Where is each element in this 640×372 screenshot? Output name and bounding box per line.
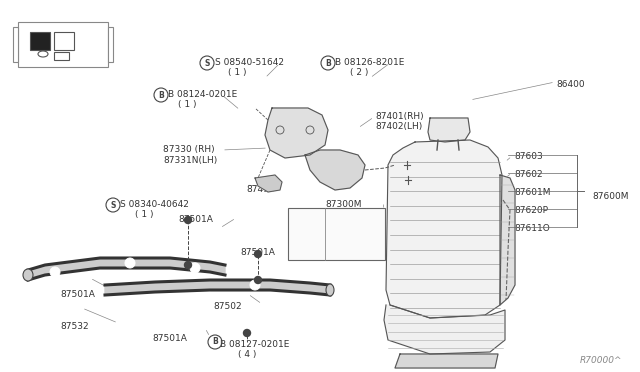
Bar bbox=[54, 52, 69, 60]
Polygon shape bbox=[386, 140, 502, 318]
Text: 87320N: 87320N bbox=[335, 232, 371, 241]
Circle shape bbox=[184, 217, 191, 224]
Text: S: S bbox=[110, 201, 116, 209]
Polygon shape bbox=[395, 354, 498, 368]
Bar bbox=[108, 27, 113, 62]
Polygon shape bbox=[210, 262, 225, 275]
Text: B 08124-0201E: B 08124-0201E bbox=[168, 90, 237, 99]
Text: ( 4 ): ( 4 ) bbox=[238, 350, 257, 359]
Text: ( 1 ): ( 1 ) bbox=[135, 210, 154, 219]
Text: S 08540-51642: S 08540-51642 bbox=[215, 58, 284, 67]
Text: R70000^: R70000^ bbox=[580, 356, 623, 365]
Bar bbox=[288, 208, 385, 260]
Text: 87601M: 87601M bbox=[514, 188, 550, 197]
Polygon shape bbox=[500, 175, 515, 305]
Text: 87331N(LH): 87331N(LH) bbox=[163, 156, 217, 165]
Text: 87300M: 87300M bbox=[325, 200, 362, 209]
Text: 87502: 87502 bbox=[213, 302, 242, 311]
Polygon shape bbox=[305, 150, 365, 190]
Text: B: B bbox=[158, 90, 164, 99]
Circle shape bbox=[250, 280, 260, 290]
Circle shape bbox=[184, 262, 191, 269]
Circle shape bbox=[190, 263, 200, 273]
Text: S 08340-40642: S 08340-40642 bbox=[120, 200, 189, 209]
Text: 87311O: 87311O bbox=[300, 220, 336, 229]
Circle shape bbox=[125, 258, 135, 268]
Circle shape bbox=[50, 267, 60, 277]
Text: B 08126-8201E: B 08126-8201E bbox=[335, 58, 404, 67]
Text: 87611O: 87611O bbox=[514, 224, 550, 233]
Text: 87602: 87602 bbox=[514, 170, 543, 179]
Text: S: S bbox=[204, 58, 210, 67]
Text: 87501A: 87501A bbox=[240, 248, 275, 257]
Text: 87301M: 87301M bbox=[290, 244, 326, 253]
Polygon shape bbox=[170, 258, 210, 272]
Circle shape bbox=[255, 250, 262, 257]
Polygon shape bbox=[105, 282, 155, 295]
Text: 87501A: 87501A bbox=[60, 290, 95, 299]
Text: 87501: 87501 bbox=[100, 258, 129, 267]
Polygon shape bbox=[428, 118, 470, 142]
Circle shape bbox=[255, 276, 262, 283]
Text: 87501A: 87501A bbox=[178, 215, 213, 224]
Polygon shape bbox=[265, 108, 328, 158]
Polygon shape bbox=[270, 280, 310, 293]
Text: 87603: 87603 bbox=[514, 152, 543, 161]
Bar bbox=[13, 27, 18, 62]
Polygon shape bbox=[310, 283, 330, 295]
Text: ( 1 ): ( 1 ) bbox=[228, 68, 246, 77]
Ellipse shape bbox=[23, 269, 33, 281]
Polygon shape bbox=[28, 265, 45, 280]
Text: ( 1 ): ( 1 ) bbox=[178, 100, 196, 109]
Circle shape bbox=[243, 330, 250, 337]
Ellipse shape bbox=[326, 284, 334, 296]
Text: 87620P: 87620P bbox=[514, 206, 548, 215]
Text: B: B bbox=[325, 58, 331, 67]
Polygon shape bbox=[255, 175, 282, 192]
Bar bbox=[30, 32, 50, 50]
Text: 87330 (RH): 87330 (RH) bbox=[163, 145, 214, 154]
Text: 87501A: 87501A bbox=[152, 334, 187, 343]
Bar bbox=[54, 32, 74, 50]
Text: 87401(RH): 87401(RH) bbox=[375, 112, 424, 121]
Polygon shape bbox=[45, 258, 100, 275]
Text: ( 2 ): ( 2 ) bbox=[350, 68, 369, 77]
Text: 87402(LH): 87402(LH) bbox=[375, 122, 422, 131]
Text: 86400: 86400 bbox=[556, 80, 584, 89]
Text: 87418: 87418 bbox=[246, 185, 275, 194]
Text: 87600M: 87600M bbox=[592, 192, 628, 201]
Ellipse shape bbox=[38, 51, 48, 57]
Polygon shape bbox=[210, 280, 270, 290]
Bar bbox=[18, 22, 108, 67]
Text: B 08127-0201E: B 08127-0201E bbox=[220, 340, 289, 349]
Text: 87532: 87532 bbox=[60, 322, 88, 331]
Text: B: B bbox=[212, 337, 218, 346]
Polygon shape bbox=[100, 258, 170, 268]
Polygon shape bbox=[384, 305, 505, 354]
Polygon shape bbox=[155, 280, 210, 292]
